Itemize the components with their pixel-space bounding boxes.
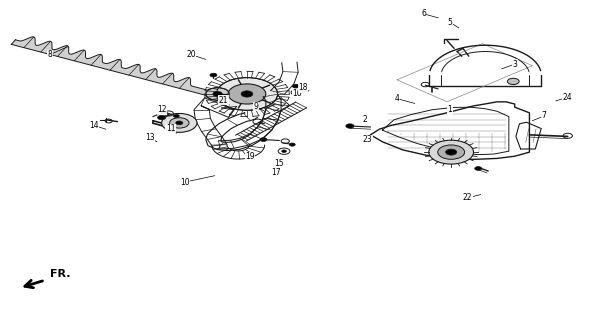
Text: FR.: FR.: [50, 269, 70, 279]
Text: 13: 13: [145, 133, 154, 142]
Circle shape: [507, 78, 519, 84]
Text: 1: 1: [448, 105, 453, 114]
Circle shape: [162, 114, 197, 132]
Circle shape: [292, 84, 299, 88]
Circle shape: [282, 150, 286, 152]
Text: 14: 14: [89, 121, 99, 130]
Circle shape: [157, 115, 166, 120]
Text: 17: 17: [271, 168, 281, 177]
Polygon shape: [11, 37, 226, 100]
Text: 11: 11: [166, 124, 175, 133]
Circle shape: [446, 149, 457, 155]
Circle shape: [173, 115, 179, 117]
Text: 24: 24: [563, 92, 573, 102]
Circle shape: [216, 78, 277, 110]
Text: 20: 20: [187, 50, 196, 59]
Text: 18: 18: [298, 83, 308, 92]
Text: 10: 10: [181, 178, 190, 187]
Text: 4: 4: [394, 94, 400, 103]
Text: 15: 15: [274, 159, 284, 168]
Circle shape: [346, 124, 354, 128]
Circle shape: [210, 73, 217, 77]
Text: 9: 9: [254, 102, 258, 111]
Circle shape: [206, 88, 229, 100]
Circle shape: [260, 138, 267, 141]
Circle shape: [176, 121, 183, 125]
Text: 21: 21: [219, 96, 228, 105]
Text: 12: 12: [157, 105, 166, 114]
Text: 2: 2: [362, 115, 367, 124]
Circle shape: [475, 167, 482, 170]
Text: 7: 7: [542, 111, 546, 120]
Circle shape: [228, 84, 266, 104]
Text: 23: 23: [363, 135, 372, 144]
Circle shape: [213, 92, 222, 97]
Text: 8: 8: [48, 50, 52, 59]
Text: 19: 19: [245, 152, 255, 161]
Circle shape: [241, 91, 253, 97]
Circle shape: [170, 118, 189, 128]
Text: 16: 16: [292, 90, 302, 99]
Text: 3: 3: [512, 60, 517, 68]
Circle shape: [429, 140, 473, 164]
Text: 22: 22: [463, 193, 472, 202]
Text: 5: 5: [447, 18, 453, 27]
Circle shape: [289, 143, 295, 146]
Text: 6: 6: [421, 9, 426, 18]
Circle shape: [438, 145, 465, 159]
